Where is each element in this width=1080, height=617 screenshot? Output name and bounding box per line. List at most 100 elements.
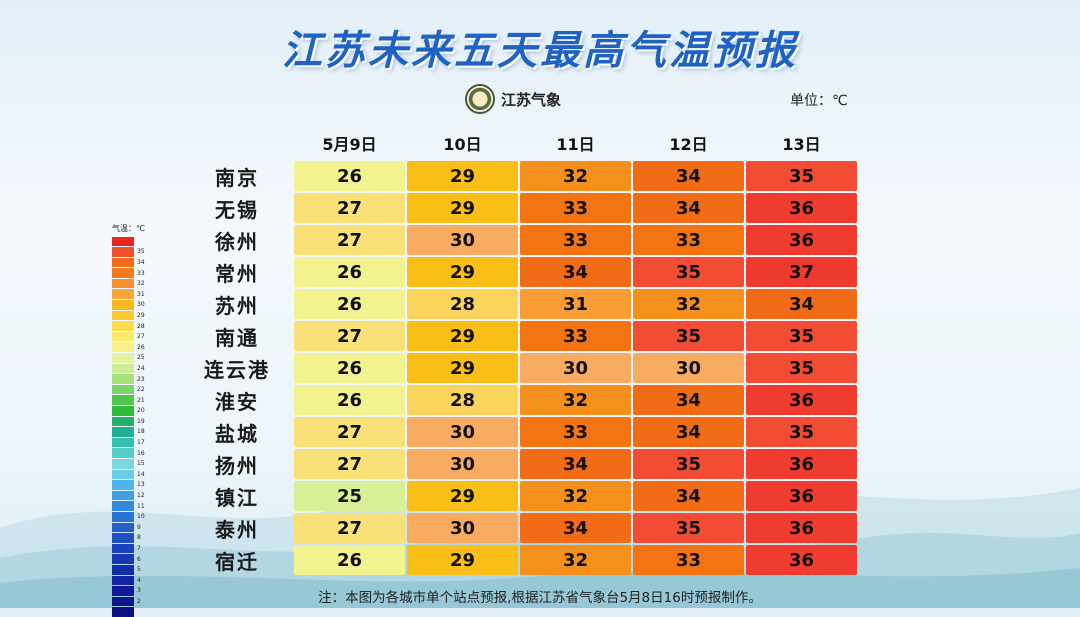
legend-swatch <box>112 374 134 384</box>
legend-label: 7 <box>137 545 141 553</box>
legend-label: 18 <box>137 428 145 436</box>
logo: 江苏气象 <box>465 84 561 114</box>
city-row: 淮安 26 28 32 34 36 <box>182 385 857 415</box>
legend-label: 31 <box>137 290 145 298</box>
legend-step: 27 <box>112 331 154 342</box>
temperature-cell: 36 <box>746 545 857 575</box>
legend-step: 16 <box>112 448 154 459</box>
legend-step: 8 <box>112 533 154 544</box>
temperature-cell: 27 <box>294 417 405 447</box>
legend-swatch <box>112 363 134 374</box>
city-name: 淮安 <box>215 389 259 414</box>
legend-step: 7 <box>112 543 154 554</box>
legend-label: 24 <box>137 364 145 372</box>
legend-step: 19 <box>112 416 154 427</box>
legend-swatch <box>112 564 134 575</box>
temperature-cell: 33 <box>520 225 631 255</box>
temperature-cell: 36 <box>746 225 857 255</box>
legend-step: 14 <box>112 469 154 480</box>
legend-swatch <box>112 596 134 607</box>
legend-swatch <box>112 416 134 427</box>
legend-step: 17 <box>112 437 154 448</box>
temperature-cell: 35 <box>746 161 857 191</box>
temperature-cell: 34 <box>633 481 744 511</box>
temperature-cell: 33 <box>520 193 631 223</box>
temperature-cell: 35 <box>633 321 744 351</box>
city-name: 常州 <box>215 261 259 286</box>
legend-label: 15 <box>137 460 145 468</box>
legend-label: 17 <box>137 439 145 447</box>
city-row: 无锡 27 29 33 34 36 <box>182 193 857 223</box>
legend-label: 20 <box>137 407 145 415</box>
legend-step: 18 <box>112 427 154 438</box>
temperature-cell: 37 <box>746 257 857 287</box>
legend-scale: 35 34 33 32 31 30 29 28 27 26 25 24 23 22 21 20 19 18 17 16… <box>112 236 154 617</box>
legend-step: 30 <box>112 300 154 311</box>
legend-label: 23 <box>137 375 145 383</box>
forecast-body: 南京 26 29 32 34 35 无锡 27 29 33 34 36 徐州 27 30 33 33 36 常州 26… <box>182 161 857 575</box>
city-name: 苏州 <box>215 293 259 318</box>
temperature-cell: 27 <box>294 449 405 479</box>
legend-step: 35 <box>112 247 154 258</box>
date-header: 13日 <box>782 135 821 154</box>
legend-swatch <box>112 586 134 596</box>
date-header: 5月9日 <box>322 135 377 154</box>
temperature-cell: 33 <box>633 225 744 255</box>
logo-text: 江苏气象 <box>501 90 562 109</box>
legend-swatch <box>112 406 134 416</box>
temperature-cell: 36 <box>746 481 857 511</box>
temperature-cell: 34 <box>633 161 744 191</box>
legend-swatch <box>112 384 134 395</box>
legend-step: 21 <box>112 395 154 406</box>
legend-swatch <box>112 395 134 405</box>
legend-step: 20 <box>112 406 154 417</box>
legend-label: 30 <box>137 301 145 309</box>
legend-step: 6 <box>112 554 154 565</box>
legend-swatch <box>112 554 134 564</box>
legend-label: 8 <box>137 534 141 542</box>
city-name: 连云港 <box>204 357 270 382</box>
legend-step: 25 <box>112 353 154 364</box>
legend-step: 3 <box>112 586 154 597</box>
temperature-cell: 35 <box>746 417 857 447</box>
legend-swatch <box>112 533 134 543</box>
legend-swatch <box>112 469 134 480</box>
city-row: 南通 27 29 33 35 35 <box>182 321 857 351</box>
temperature-cell: 28 <box>407 289 518 319</box>
legend-swatch <box>112 575 134 586</box>
legend-label: 6 <box>137 555 141 563</box>
temperature-cell: 34 <box>520 257 631 287</box>
legend-label: 19 <box>137 417 145 425</box>
legend-step: 15 <box>112 458 154 469</box>
temperature-cell: 29 <box>407 353 518 383</box>
legend-swatch <box>112 300 134 310</box>
legend-step: 4 <box>112 575 154 586</box>
temperature-cell: 26 <box>294 545 405 575</box>
legend-swatch <box>112 278 134 289</box>
temperature-cell: 30 <box>407 513 518 543</box>
legend-label: 11 <box>137 502 145 510</box>
legend-swatch <box>112 511 134 522</box>
legend-label: 27 <box>137 333 145 341</box>
legend-step: 5 <box>112 564 154 575</box>
legend-label: 35 <box>137 248 145 256</box>
city-name: 无锡 <box>215 197 259 222</box>
legend-label: 16 <box>137 449 145 457</box>
city-row: 连云港 26 29 30 30 35 <box>182 353 857 383</box>
temperature-cell: 26 <box>294 257 405 287</box>
temperature-cell: 31 <box>520 289 631 319</box>
legend-step: 10 <box>112 511 154 522</box>
temperature-cell: 32 <box>633 289 744 319</box>
legend-step <box>112 236 154 247</box>
legend-swatch <box>112 501 134 511</box>
temperature-cell: 30 <box>520 353 631 383</box>
legend-swatch <box>112 543 134 554</box>
temperature-cell: 35 <box>633 257 744 287</box>
temperature-cell: 36 <box>746 385 857 415</box>
legend-swatch <box>112 480 134 490</box>
legend-step: 34 <box>112 257 154 268</box>
legend-label: 26 <box>137 343 145 351</box>
temperature-cell: 30 <box>633 353 744 383</box>
temperature-cell: 35 <box>633 513 744 543</box>
temperature-cell: 30 <box>407 449 518 479</box>
